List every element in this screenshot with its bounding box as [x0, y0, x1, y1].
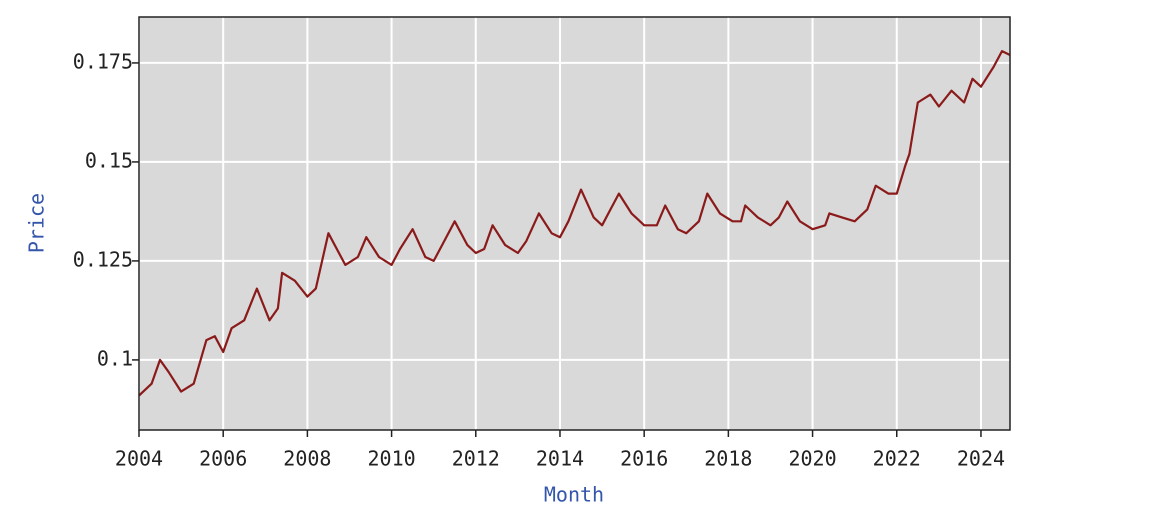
price-line [138, 50, 1011, 397]
y-tick-label: 0.15 [85, 148, 133, 172]
y-tick-label: 0.1 [97, 346, 133, 370]
x-tick-label: 2018 [704, 447, 752, 471]
x-tick-label: 2016 [620, 447, 668, 471]
x-tick-label: 2020 [788, 447, 836, 471]
x-tick-label: 2006 [199, 447, 247, 471]
y-tick-label: 0.175 [73, 49, 133, 73]
y-axis-title: Price [25, 193, 49, 253]
x-tick-label: 2024 [957, 447, 1005, 471]
plot-area [139, 17, 1010, 430]
x-tick-label: 2008 [283, 447, 331, 471]
x-tick-label: 2014 [536, 447, 584, 471]
y-tick-label: 0.125 [73, 247, 133, 271]
plot-border [138, 16, 1011, 431]
x-axis-title: Month [544, 483, 604, 507]
x-tick-label: 2012 [452, 447, 500, 471]
x-tick-label: 2022 [873, 447, 921, 471]
x-tick-label: 2004 [115, 447, 163, 471]
x-tick-label: 2010 [367, 447, 415, 471]
